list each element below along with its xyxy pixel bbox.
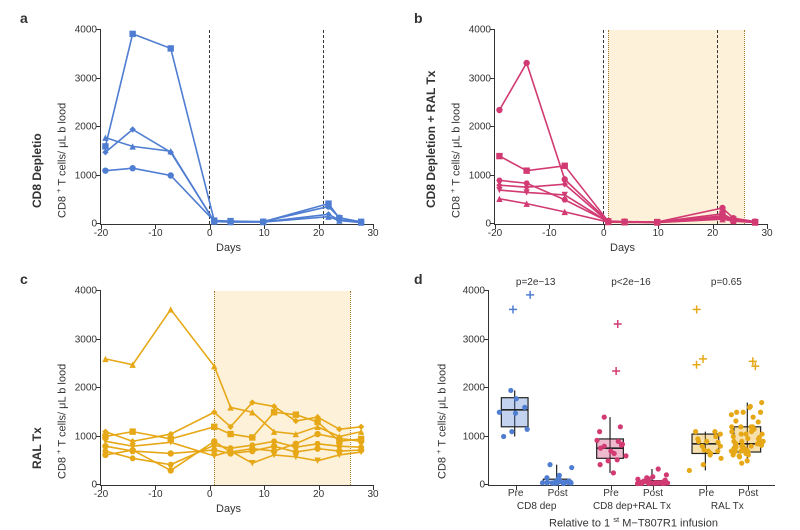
x-axis-label: Days [216,503,241,515]
p-value-label: p=2e−13 [516,277,556,288]
boxplot-svg [402,269,784,495]
series-svg [402,8,776,234]
panel-a: a CD8 DepletioCD8 + T cells/ μL b lood-2… [8,8,398,265]
series-svg [8,269,382,495]
p-value-label: p<2e−16 [611,277,651,288]
panel-b: b CD8 Depletion + RAL TxCD8 + T cells/ μ… [402,8,792,265]
p-value-label: p=0.65 [711,277,742,288]
panel-d: d CD8 + T cells/ μL b lood01000200030004… [402,269,792,526]
x-axis-label: Days [216,242,241,254]
panel-c: c RAL TxCD8 + T cells/ μL b lood-20-1001… [8,269,398,526]
x-axis-label: Relative to 1 st M−T807R1 infusion [549,515,718,530]
series-svg [8,8,382,234]
x-axis-label: Days [610,242,635,254]
